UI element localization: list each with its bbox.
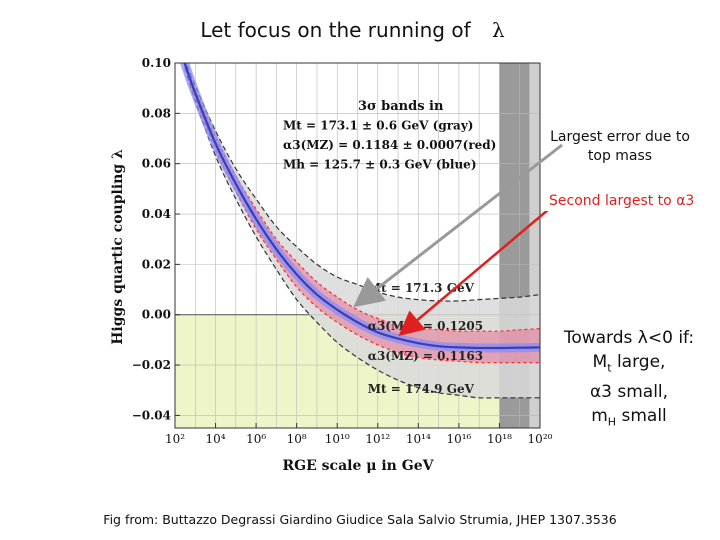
curve-label: α3(MZ) = 0.1163: [368, 349, 483, 363]
legend-title: 3σ bands in: [358, 99, 444, 114]
y-tick-label: 0.10: [142, 56, 171, 70]
curve-labels: Mt = 171.3 GeV α3(MZ) = 0.1205 α3(MZ) = 0.…: [368, 281, 483, 396]
legend-entry: α3(MZ) = 0.1184 ± 0.0007(red): [283, 138, 496, 152]
cond-mt-text: large,: [611, 352, 666, 372]
uncertainty-bands: [180, 63, 540, 399]
gray-band-lower-edge: [184, 67, 540, 399]
x-axis-label: RGE scale μ in GeV: [283, 458, 435, 474]
central-curve: [183, 63, 540, 350]
conditions-line-3: α3 small,: [589, 382, 669, 403]
cond-mh-text: small: [616, 406, 667, 427]
y-tick-label: 0.06: [142, 157, 171, 171]
curve-label: Mt = 174.9 GeV: [368, 382, 475, 396]
annotation-alpha3: Second largest to α3: [545, 191, 720, 211]
cond-mh-symbol: m: [591, 406, 608, 427]
title-lambda: λ: [491, 18, 505, 42]
x-tick-label: 10⁶: [246, 432, 266, 446]
y-axis-ticks: 0.10 0.08 0.06 0.04 0.02 0.00 −0.02 −0.04: [132, 56, 180, 422]
annotation-top-mass: Largest error due to top mass: [550, 129, 690, 164]
x-tick-label: 10¹⁶: [446, 432, 471, 446]
chart-legend: 3σ bands in Mt = 173.1 ± 0.6 GeV (gray) α3…: [283, 99, 496, 172]
conditions-line-1: Towards λ<0 if:: [563, 328, 695, 348]
x-tick-label: 10²: [165, 432, 185, 446]
cond-mt-sub: t: [607, 361, 612, 375]
gray-band-fill: [184, 63, 540, 398]
y-tick-label: 0.04: [142, 207, 171, 221]
x-tick-label: 10⁸: [287, 432, 307, 446]
x-tick-label: 10¹⁴: [406, 432, 431, 446]
figure-caption: Fig from: Buttazzo Degrassi Giardino Giu…: [103, 512, 617, 527]
y-tick-label: 0.02: [142, 257, 171, 271]
x-tick-label: 10¹⁰: [325, 432, 350, 446]
x-tick-label: 10¹²: [365, 432, 390, 446]
legend-entry: Mt = 173.1 ± 0.6 GeV (gray): [283, 119, 473, 133]
red-arrow: [398, 203, 556, 337]
conditions-line-2: Mt large,: [548, 350, 710, 380]
x-tick-label: 10⁴: [206, 432, 226, 446]
y-tick-label: 0.00: [142, 308, 171, 322]
conditions-box: Towards λ<0 if: Mt large, α3 small, mH s…: [548, 320, 710, 429]
y-tick-label: 0.08: [142, 106, 171, 120]
title-text: Let focus on the running of: [200, 18, 471, 42]
conditions-line-4: mH small: [548, 404, 710, 434]
annotation-alpha3-symbol: α3: [676, 193, 695, 209]
plot-border: [174, 62, 541, 429]
y-tick-label: −0.02: [132, 358, 171, 372]
slide-title: Let focus on the running of λ: [0, 18, 720, 42]
plot-frame: [174, 62, 541, 429]
gray-band-upper-edge: [185, 63, 540, 302]
annotation-alpha3-text: Second largest to: [549, 193, 677, 209]
cond-mt-symbol: M: [592, 352, 608, 372]
cond-mh-sub: H: [607, 415, 617, 429]
curve-label: α3(MZ) = 0.1205: [368, 319, 483, 333]
gray-arrow: [353, 143, 563, 308]
x-tick-label: 10¹⁸: [487, 432, 512, 446]
curve-label: Mt = 171.3 GeV: [368, 281, 475, 295]
x-axis-ticks: 10² 10⁴ 10⁶ 10⁸ 10¹⁰ 10¹² 10¹⁴ 10¹⁶ 10¹⁸ 10²⁰: [165, 423, 553, 446]
x-tick-label: 10²⁰: [528, 432, 553, 446]
legend-entry: Mh = 125.7 ± 0.3 GeV (blue): [283, 158, 477, 172]
y-tick-label: −0.04: [132, 408, 171, 422]
y-axis-label: Higgs quartic coupling λ: [110, 149, 126, 345]
